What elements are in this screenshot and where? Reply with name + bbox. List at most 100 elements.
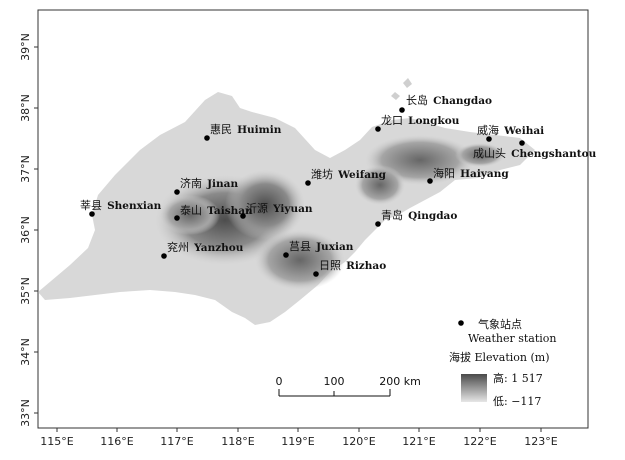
elevation-shading bbox=[155, 135, 505, 290]
station-en-label: Chengshantou bbox=[511, 148, 596, 160]
station-marker bbox=[240, 213, 246, 219]
scale-label-0: 0 bbox=[276, 375, 283, 388]
y-tick-label: 34°N bbox=[19, 338, 32, 366]
station-cn-label: 日照 bbox=[319, 259, 341, 272]
svg-text:济南 Jinan: 济南 Jinan bbox=[180, 172, 238, 191]
svg-text:莒县 Juxian: 莒县 Juxian bbox=[289, 235, 354, 254]
station-marker bbox=[486, 136, 492, 142]
svg-text:惠民 Huimin: 惠民 Huimin bbox=[210, 118, 282, 137]
station-en-label: Huimin bbox=[237, 124, 282, 136]
station-cn-label: 济南 bbox=[180, 176, 202, 190]
scale-label-200: 200 km bbox=[379, 375, 421, 388]
station-en-label: Changdao bbox=[433, 95, 492, 107]
x-axis: 115°E 116°E 117°E 118°E 119°E 120°E 121°… bbox=[40, 428, 558, 448]
svg-text:威海 Weihai: 威海 Weihai bbox=[477, 119, 544, 138]
legend-elevation-title: 海拔 Elevation (m) bbox=[449, 350, 549, 364]
legend-station: 气象站点 Weather station bbox=[458, 317, 557, 345]
station-marker bbox=[375, 126, 381, 132]
station-cn-label: 龙口 bbox=[381, 114, 403, 127]
station-cn-label: 潍坊 bbox=[311, 167, 333, 181]
station-en-label: Juxian bbox=[315, 241, 354, 253]
station-cn-label: 成山头 bbox=[473, 147, 506, 160]
station-marker bbox=[519, 140, 525, 146]
x-tick-label: 116°E bbox=[100, 435, 133, 448]
y-tick-label: 35°N bbox=[19, 277, 32, 305]
station-longkou: 龙口 Longkou bbox=[375, 109, 460, 132]
svg-text:海阳 Haiyang: 海阳 Haiyang bbox=[433, 162, 509, 181]
svg-text:潍坊 Weifang: 潍坊 Weifang bbox=[311, 163, 387, 182]
station-en-label: Rizhao bbox=[346, 260, 386, 272]
station-marker bbox=[313, 271, 319, 277]
x-tick-label: 123°E bbox=[524, 435, 557, 448]
station-haiyang: 海阳 Haiyang bbox=[427, 162, 509, 184]
legend-elevation: 海拔 Elevation (m) 高: 1 517 低: −117 bbox=[449, 350, 549, 408]
station-cn-label: 惠民 bbox=[210, 122, 232, 136]
station-marker bbox=[283, 252, 289, 258]
station-changdao: 长岛 Changdao bbox=[399, 89, 492, 113]
station-en-label: Yanzhou bbox=[193, 242, 244, 254]
elevation-high-label: 高: 1 517 bbox=[493, 371, 543, 385]
x-tick-label: 117°E bbox=[160, 435, 193, 448]
y-tick-label: 37°N bbox=[19, 155, 32, 183]
svg-text:龙口 Longkou: 龙口 Longkou bbox=[381, 109, 460, 128]
station-en-label: Longkou bbox=[408, 115, 460, 127]
station-rizhao: 日照 Rizhao bbox=[313, 254, 386, 277]
station-weihai: 威海 Weihai bbox=[477, 119, 544, 142]
station-marker bbox=[427, 178, 433, 184]
station-en-label: Weifang bbox=[337, 169, 387, 181]
svg-text:成山头 Chengshantou: 成山头 Chengshantou bbox=[473, 142, 597, 161]
x-tick-label: 120°E bbox=[342, 435, 375, 448]
x-tick-label: 115°E bbox=[40, 435, 73, 448]
station-yanzhou: 兖州 Yanzhou bbox=[161, 236, 244, 259]
station-cn-label: 兖州 bbox=[167, 240, 189, 254]
x-tick-label: 118°E bbox=[221, 435, 254, 448]
legend-station-en: Weather station bbox=[468, 332, 557, 345]
scale-label-100: 100 bbox=[324, 375, 345, 388]
y-tick-label: 39°N bbox=[19, 33, 32, 61]
station-marker bbox=[399, 107, 405, 113]
station-cn-label: 青岛 bbox=[381, 208, 403, 222]
legend-station-cn: 气象站点 bbox=[478, 317, 522, 331]
station-weifang: 潍坊 Weifang bbox=[305, 163, 387, 186]
svg-text:沂源 Yiyuan: 沂源 Yiyuan bbox=[246, 197, 313, 216]
station-cn-label: 莘县 bbox=[80, 198, 102, 212]
svg-text:长岛 Changdao: 长岛 Changdao bbox=[406, 89, 492, 108]
station-cn-label: 莒县 bbox=[289, 240, 311, 253]
station-en-label: Yiyuan bbox=[272, 203, 313, 215]
svg-text:莘县 Shenxian: 莘县 Shenxian bbox=[80, 194, 162, 213]
station-en-label: Shenxian bbox=[107, 200, 162, 212]
station-en-label: Qingdao bbox=[408, 210, 457, 222]
station-taishan: 泰山 Taishan bbox=[174, 199, 253, 221]
station-chengshantou: 成山头 Chengshantou bbox=[473, 140, 597, 161]
y-axis: 39°N 38°N 37°N 36°N 35°N 34°N 33°N bbox=[19, 33, 38, 427]
station-jinan: 济南 Jinan bbox=[174, 172, 238, 195]
station-yiyuan: 沂源 Yiyuan bbox=[240, 197, 313, 219]
elevation-low-label: 低: −117 bbox=[493, 395, 541, 408]
y-tick-label: 38°N bbox=[19, 94, 32, 122]
station-huimin: 惠民 Huimin bbox=[204, 118, 282, 141]
elevation-colorbar bbox=[461, 374, 487, 402]
y-tick-label: 33°N bbox=[19, 399, 32, 427]
svg-text:泰山 Taishan: 泰山 Taishan bbox=[180, 199, 253, 218]
station-marker bbox=[204, 135, 210, 141]
station-en-label: Haiyang bbox=[460, 168, 509, 180]
station-en-label: Jinan bbox=[206, 178, 238, 190]
svg-text:青岛 Qingdao: 青岛 Qingdao bbox=[381, 204, 457, 223]
station-marker bbox=[89, 211, 95, 217]
station-marker bbox=[174, 189, 180, 195]
legend-station-marker bbox=[458, 320, 464, 326]
svg-text:日照 Rizhao: 日照 Rizhao bbox=[319, 254, 386, 273]
station-marker bbox=[174, 215, 180, 221]
x-tick-label: 122°E bbox=[463, 435, 496, 448]
station-marker bbox=[305, 180, 311, 186]
scale-bar: 0 100 200 km bbox=[276, 375, 421, 397]
station-shenxian: 莘县 Shenxian bbox=[80, 194, 162, 217]
station-marker bbox=[161, 253, 167, 259]
svg-text:兖州 Yanzhou: 兖州 Yanzhou bbox=[167, 236, 244, 255]
station-cn-label: 长岛 bbox=[406, 93, 428, 107]
station-qingdao: 青岛 Qingdao bbox=[375, 204, 457, 227]
x-tick-label: 121°E bbox=[402, 435, 435, 448]
station-cn-label: 泰山 bbox=[180, 203, 202, 217]
station-en-label: Weihai bbox=[503, 125, 544, 137]
